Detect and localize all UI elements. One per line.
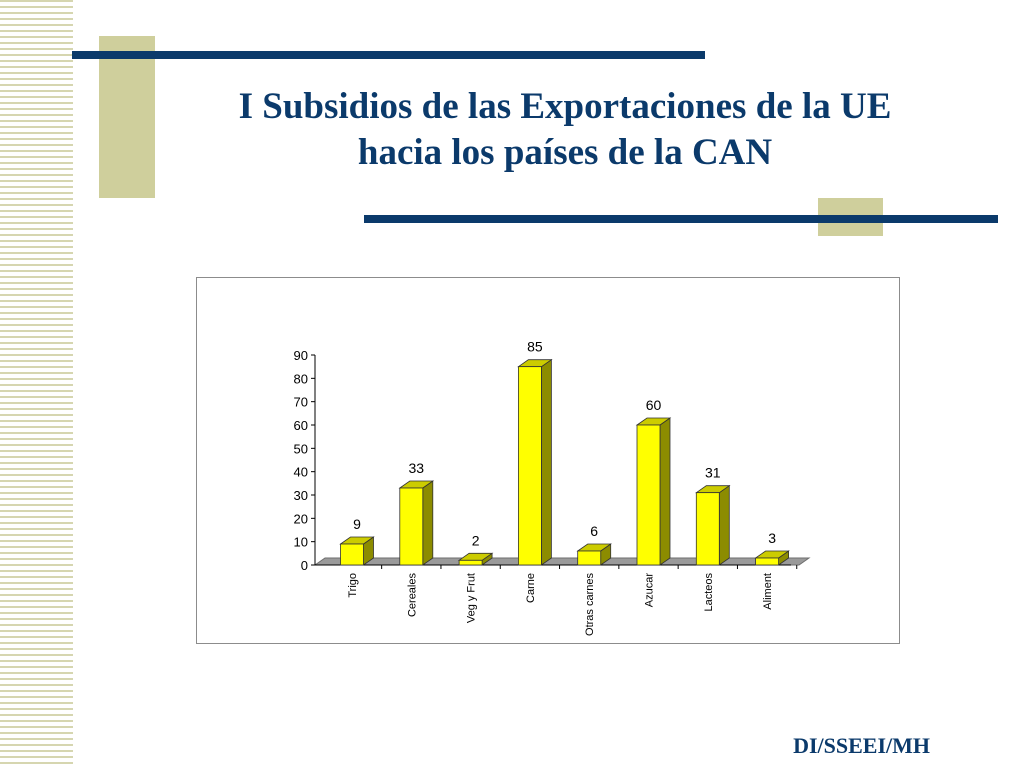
chart-floor bbox=[313, 557, 811, 566]
y-tick-label: 60 bbox=[294, 418, 308, 433]
bar-chart: 0 10 20 30 40 50 60 70 80 90 9 Trigo 33 Cereales 2 Veg … bbox=[294, 339, 811, 636]
bar bbox=[577, 550, 602, 566]
bar-side bbox=[422, 480, 434, 566]
y-tick-label: 20 bbox=[294, 511, 308, 526]
slide-title-line-2: hacia los países de la CAN bbox=[357, 132, 773, 173]
category-label: Lacteos bbox=[703, 573, 715, 612]
bar bbox=[340, 543, 364, 566]
bar bbox=[695, 492, 720, 566]
bar-value-label: 31 bbox=[705, 465, 721, 481]
category-label: Aliment bbox=[762, 573, 774, 610]
bar-side bbox=[718, 484, 730, 566]
bottom-accent-line bbox=[364, 215, 998, 223]
y-tick-label: 30 bbox=[294, 488, 308, 503]
y-tick-label: 80 bbox=[294, 371, 308, 386]
category-label: Carne bbox=[525, 573, 537, 603]
bar-value-label: 6 bbox=[590, 523, 598, 539]
bar-value-label: 85 bbox=[527, 339, 543, 355]
slide-title-line-1: I Subsidios de las Exportaciones de la U… bbox=[238, 86, 892, 127]
y-tick-label: 10 bbox=[294, 535, 308, 550]
slide-title: I Subsidios de las Exportaciones de la U… bbox=[150, 84, 980, 176]
bar-side bbox=[540, 358, 552, 566]
bar-value-label: 33 bbox=[409, 460, 425, 476]
category-label: Cereales bbox=[406, 573, 418, 618]
bar bbox=[399, 487, 424, 566]
bar bbox=[517, 366, 542, 566]
y-tick-label: 70 bbox=[294, 395, 308, 410]
category-label: Veg y Frut bbox=[466, 573, 478, 623]
category-label: Azucar bbox=[644, 573, 656, 608]
y-tick-label: 50 bbox=[294, 441, 308, 456]
bar bbox=[458, 559, 483, 566]
footer-label: DI/SSEEI/MH bbox=[793, 733, 930, 758]
category-label: Trigo bbox=[347, 573, 359, 598]
bar bbox=[636, 424, 661, 566]
y-tick-label: 0 bbox=[301, 558, 308, 573]
top-accent-line bbox=[72, 51, 705, 59]
striped-side-decoration bbox=[0, 0, 73, 768]
y-tick-label: 40 bbox=[294, 465, 308, 480]
bar-value-label: 9 bbox=[353, 516, 361, 532]
bar-value-label: 3 bbox=[768, 530, 776, 546]
bar-value-label: 2 bbox=[472, 532, 480, 548]
category-label: Otras carnes bbox=[584, 573, 596, 636]
top-accent-block bbox=[99, 36, 155, 198]
bar-side bbox=[659, 417, 671, 566]
y-tick-label: 90 bbox=[294, 348, 308, 363]
bar bbox=[755, 557, 779, 566]
bar-value-label: 60 bbox=[646, 397, 662, 413]
chart-frame: 0 10 20 30 40 50 60 70 80 90 9 Trigo 33 Cereales 2 Veg … bbox=[196, 277, 900, 644]
